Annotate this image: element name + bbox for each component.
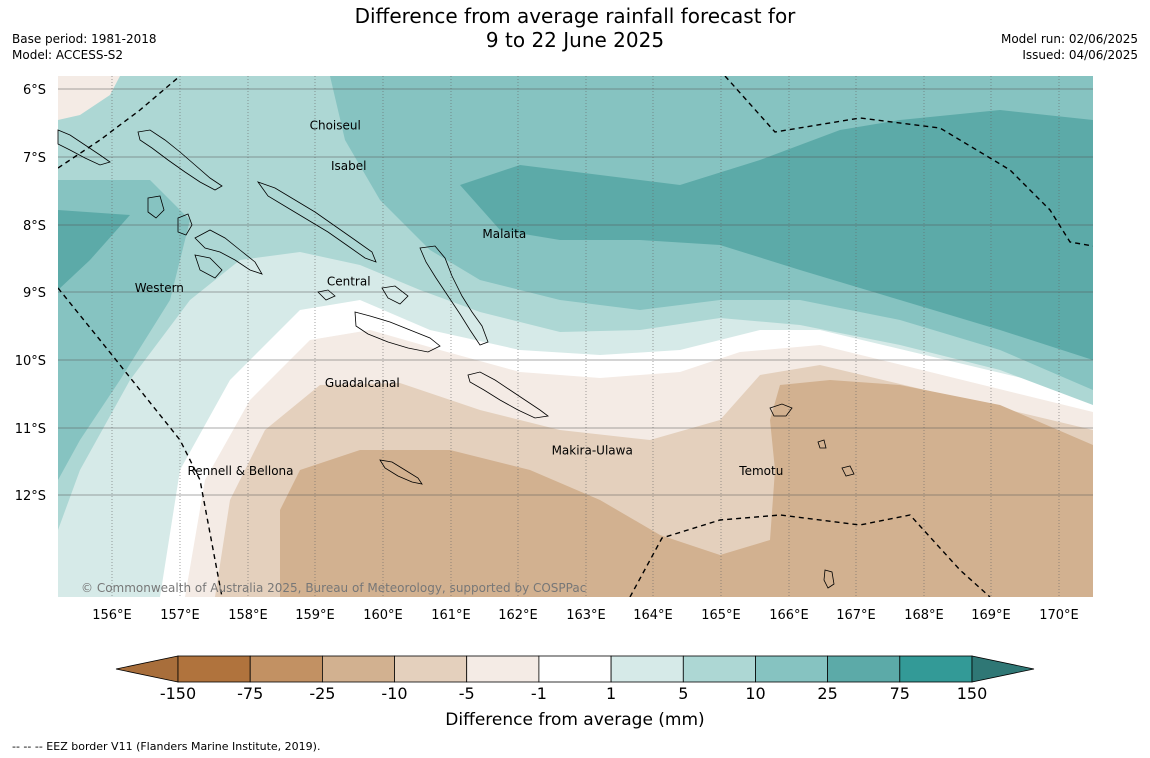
island-santa-cruz	[769, 403, 793, 417]
island-guadalcanal	[354, 311, 441, 353]
base-period-text: Base period: 1981-2018	[12, 32, 157, 46]
colorbar-tick-label: 25	[817, 684, 838, 703]
islands	[57, 129, 855, 589]
colorbar-tick-label: 75	[889, 684, 910, 703]
colorbar-tick-label: 5	[678, 684, 689, 703]
eez-borders	[58, 76, 1093, 597]
colorbar-tick-label: -150	[159, 684, 197, 703]
lat-label: 10°S	[15, 354, 46, 369]
region-labels: Choiseul Isabel Malaita Central Western Guada…	[135, 119, 784, 478]
issued-text: Issued: 04/06/2025	[1022, 48, 1138, 62]
lon-label: 160°E	[363, 608, 403, 623]
colorbar-segment	[827, 655, 901, 683]
island-anuta	[823, 569, 835, 589]
island-rendova	[194, 254, 223, 279]
lon-label: 161°E	[431, 608, 471, 623]
lon-label: 165°E	[701, 608, 741, 623]
colorbar	[115, 655, 1035, 683]
island-choiseul	[137, 129, 223, 191]
eez-border-west	[58, 287, 223, 597]
colorbar-segment	[466, 655, 540, 683]
lat-label: 7°S	[23, 151, 46, 166]
island-rennell	[379, 459, 423, 485]
eez-border-north-west	[58, 76, 181, 169]
colorbar-title: Difference from average (mm)	[445, 710, 705, 730]
lat-label: 11°S	[15, 422, 46, 437]
lon-label: 159°E	[295, 608, 335, 623]
island-tikopia	[817, 439, 855, 477]
model-text: Model: ACCESS-S2	[12, 48, 124, 62]
region-label: Western	[135, 281, 184, 295]
colorbar-tick-label: -10	[381, 684, 408, 703]
region-label: Choiseul	[310, 119, 361, 133]
title-line-2: 9 to 22 June 2025	[485, 28, 665, 52]
lat-label: 8°S	[23, 219, 46, 234]
colorbar-segment	[610, 655, 684, 683]
lon-label: 158°E	[228, 608, 268, 623]
lon-label: 168°E	[904, 608, 944, 623]
copyright-text: © Commonwealth of Australia 2025, Bureau…	[81, 581, 586, 595]
colorbar-segment	[538, 655, 612, 683]
colorbar-segment	[249, 655, 323, 683]
field-top-left-patch	[58, 76, 120, 120]
lon-label: 157°E	[160, 608, 200, 623]
colorbar-tick-label: -1	[530, 684, 547, 703]
lon-label: 156°E	[92, 608, 132, 623]
lat-labels: 6°S 7°S 8°S 9°S 10°S 11°S 12°S	[15, 83, 46, 504]
eez-border-east	[724, 76, 1093, 247]
region-label: Rennell & Bellona	[187, 464, 293, 478]
map-title: Difference from average rainfall forecas…	[0, 4, 1150, 52]
region-label: Guadalcanal	[325, 376, 400, 390]
field-neg10-25	[280, 380, 1093, 597]
lon-label: 170°E	[1039, 608, 1079, 623]
lon-label: 163°E	[566, 608, 606, 623]
title-line-1: Difference from average rainfall forecas…	[354, 4, 796, 28]
colorbar-segment	[682, 655, 756, 683]
region-label: Temotu	[738, 464, 783, 478]
lon-label: 164°E	[633, 608, 673, 623]
lon-label: 169°E	[971, 608, 1011, 623]
colorbar-extend-low	[115, 655, 179, 683]
island-florida	[317, 285, 409, 305]
field-25-75	[460, 110, 1093, 360]
lat-label: 6°S	[23, 83, 46, 98]
model-run-text: Model run: 02/06/2025	[1000, 32, 1138, 46]
meta-right: Model run: 02/06/2025 Issued: 04/06/2025	[1001, 31, 1138, 63]
colorbar-tick-label: -75	[237, 684, 264, 703]
colorbar-segment	[899, 655, 973, 683]
island-bougainville	[57, 129, 111, 166]
colorbar-extend-high	[971, 655, 1035, 683]
colorbar-segment	[321, 655, 395, 683]
meta-left: Base period: 1981-2018 Model: ACCESS-S2	[12, 31, 157, 63]
colorbar-segment	[755, 655, 829, 683]
island-vella-lavella	[147, 195, 165, 219]
colorbar-segment	[394, 655, 468, 683]
contour-fields	[58, 76, 1093, 597]
colorbar-tick-label: -25	[309, 684, 336, 703]
region-label: Malaita	[482, 227, 526, 241]
graticule	[58, 76, 1093, 597]
eez-border-south	[629, 514, 991, 597]
region-label: Central	[327, 274, 371, 288]
lon-label: 162°E	[498, 608, 538, 623]
lon-label: 166°E	[769, 608, 809, 623]
island-malaita	[419, 245, 489, 346]
island-makira	[467, 371, 550, 419]
colorbar-tick-label: 1	[606, 684, 617, 703]
colorbar-segment	[177, 655, 251, 683]
eez-footnote: -- -- -- EEZ border V11 (Flanders Marine…	[12, 740, 321, 753]
lat-label: 12°S	[15, 489, 46, 504]
region-label: Isabel	[331, 159, 366, 173]
island-isabel	[256, 181, 377, 263]
lon-labels: 156°E 157°E 158°E 159°E 160°E 161°E 162°…	[92, 608, 1079, 623]
lon-label: 167°E	[836, 608, 876, 623]
colorbar-tick-label: -5	[458, 684, 475, 703]
colorbar-tick-label: 150	[956, 684, 988, 703]
lat-label: 9°S	[23, 286, 46, 301]
colorbar-tick-label: 10	[745, 684, 766, 703]
region-label: Makira-Ulawa	[552, 444, 633, 458]
island-new-georgia	[177, 213, 263, 275]
